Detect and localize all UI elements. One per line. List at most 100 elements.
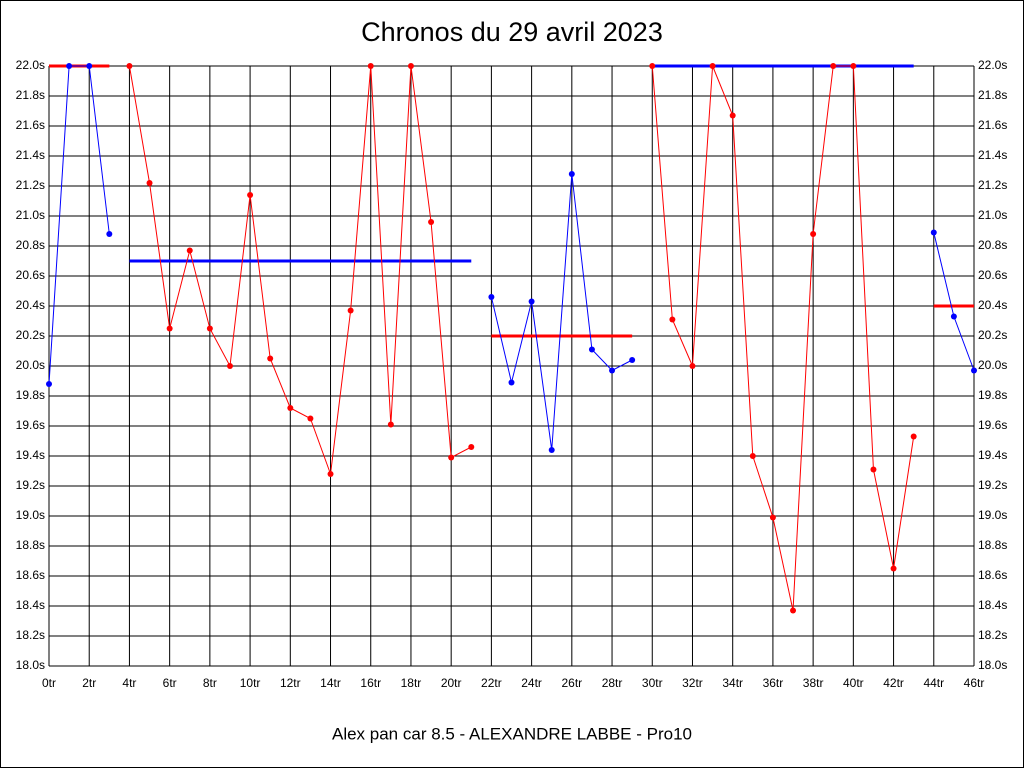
point	[528, 298, 535, 305]
x-tick-label: 42tr	[883, 676, 904, 690]
x-tick-label: 34tr	[722, 676, 743, 690]
point	[649, 63, 656, 69]
point	[448, 454, 455, 461]
point	[568, 171, 575, 177]
point	[629, 357, 636, 363]
x-tick-label: 10tr	[240, 676, 261, 690]
y2-tick-label: 19.2s	[978, 478, 1007, 492]
x-tick-label: 32tr	[682, 676, 703, 690]
x-tick-label: 16tr	[360, 676, 381, 690]
point	[609, 367, 616, 374]
y2-tick-label: 20.6s	[978, 268, 1007, 282]
point	[709, 63, 716, 69]
x-tick-label: 18tr	[401, 676, 422, 690]
chart-subtitle: Alex pan car 8.5 - ALEXANDRE LABBE - Pro…	[332, 724, 692, 743]
point	[488, 294, 495, 300]
point	[367, 63, 374, 69]
x-tick-label: 2tr	[82, 676, 96, 690]
x-tick-label: 40tr	[843, 676, 864, 690]
x-tick-label: 24tr	[521, 676, 542, 690]
y-tick-label: 19.6s	[16, 418, 45, 432]
point	[387, 421, 394, 428]
y-tick-label: 22.0s	[16, 58, 45, 72]
point	[790, 607, 797, 614]
x-tick-label: 28tr	[602, 676, 623, 690]
series-line	[128, 65, 472, 475]
y2-tick-label: 18.2s	[978, 628, 1007, 642]
point	[287, 405, 294, 411]
y2-tick-label: 19.6s	[978, 418, 1007, 432]
point	[850, 63, 857, 69]
point	[588, 346, 595, 353]
point	[830, 63, 837, 69]
y2-tick-label: 21.2s	[978, 178, 1007, 192]
point	[307, 415, 314, 422]
y-tick-label: 20.4s	[16, 298, 45, 312]
y-tick-label: 18.6s	[16, 568, 45, 582]
x-tick-label: 44tr	[923, 676, 944, 690]
y-tick-label: 20.6s	[16, 268, 45, 282]
y-tick-label: 20.2s	[16, 328, 45, 342]
x-tick-label: 0tr	[42, 676, 56, 690]
point	[106, 231, 113, 237]
point	[689, 363, 696, 369]
y-tick-label: 18.0s	[16, 658, 45, 672]
point	[146, 180, 153, 186]
point	[508, 379, 515, 386]
x-tick-label: 14tr	[320, 676, 341, 690]
y-tick-label: 21.4s	[16, 148, 45, 162]
y-tick-label: 19.8s	[16, 388, 45, 402]
point	[247, 192, 254, 198]
y-tick-label: 21.0s	[16, 208, 45, 222]
series-line	[651, 65, 915, 611]
y2-tick-label: 20.0s	[978, 358, 1007, 372]
series-line	[48, 65, 110, 385]
x-tick-label: 8tr	[203, 676, 217, 690]
y-tick-label: 21.8s	[16, 88, 45, 102]
y2-tick-label: 18.8s	[978, 538, 1007, 552]
y-tick-label: 18.8s	[16, 538, 45, 552]
point	[870, 466, 877, 473]
point	[890, 565, 897, 572]
point	[327, 471, 334, 477]
point	[267, 355, 274, 362]
point	[468, 444, 475, 450]
point	[206, 325, 213, 332]
y-tick-label: 19.0s	[16, 508, 45, 522]
point	[347, 307, 354, 314]
point	[669, 316, 676, 323]
point	[86, 63, 93, 69]
point	[46, 381, 52, 387]
y2-tick-label: 21.4s	[978, 148, 1007, 162]
y2-tick-label: 20.4s	[978, 298, 1007, 312]
y2-tick-label: 18.6s	[978, 568, 1007, 582]
y2-tick-label: 19.0s	[978, 508, 1007, 522]
point	[126, 63, 133, 69]
x-tick-label: 12tr	[280, 676, 301, 690]
y-tick-label: 18.2s	[16, 628, 45, 642]
point	[930, 229, 937, 236]
y2-tick-label: 18.4s	[978, 598, 1007, 612]
point	[186, 247, 193, 254]
y-tick-label: 21.2s	[16, 178, 45, 192]
y2-tick-label: 21.6s	[978, 118, 1007, 132]
x-tick-label: 4tr	[122, 676, 136, 690]
y2-tick-label: 20.8s	[978, 238, 1007, 252]
x-tick-label: 6tr	[163, 676, 177, 690]
y2-tick-label: 21.8s	[978, 88, 1007, 102]
point	[769, 514, 776, 521]
point	[910, 433, 917, 440]
y2-tick-label: 19.8s	[978, 388, 1007, 402]
y-tick-label: 19.4s	[16, 448, 45, 462]
point	[971, 367, 977, 374]
y-tick-label: 19.2s	[16, 478, 45, 492]
point	[548, 447, 555, 453]
x-tick-label: 46tr	[964, 676, 985, 690]
point	[226, 363, 233, 369]
point	[749, 453, 756, 459]
y-tick-label: 20.0s	[16, 358, 45, 372]
point	[407, 63, 414, 69]
x-tick-label: 22tr	[481, 676, 502, 690]
x-tick-label: 26tr	[561, 676, 582, 690]
